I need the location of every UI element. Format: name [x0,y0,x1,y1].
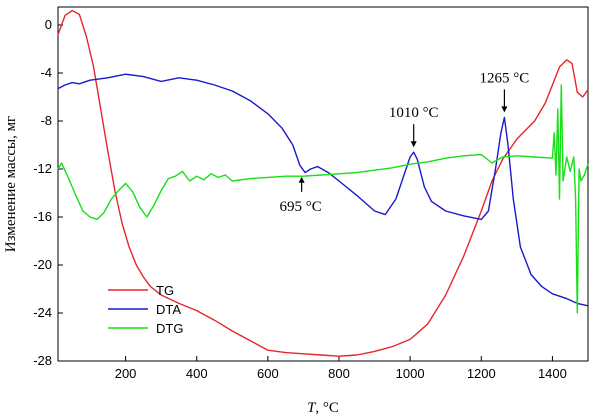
arrow-head-icon [298,176,305,183]
series-layer [57,9,589,357]
legend-label: TG [156,283,174,298]
x-tick-label: 200 [115,366,137,381]
y-tick-label: -4 [40,65,52,80]
arrow-head-icon [410,141,417,148]
y-tick-label: -20 [33,257,52,272]
legend-label: DTG [156,321,183,336]
y-tick-label: -8 [40,113,52,128]
annotations: 695 °C 1010 °C 1265 °C [280,70,530,214]
x-tick-label: 1000 [396,366,425,381]
y-tick-label: -28 [33,353,52,368]
y-tick-label: -24 [33,305,52,320]
annotation: 695 °C [280,176,322,215]
series-line-dta [57,73,589,307]
series-line-dtg [57,84,589,314]
x-tick-label: 1400 [538,366,567,381]
annotation-label: 1265 °C [480,70,530,86]
x-tick-label: 400 [186,366,208,381]
annotation-label: 1010 °C [389,105,439,121]
x-axis-ticks: 200 400 600 800 1000 1200 1400 [115,356,567,381]
series-line-tg [57,9,589,357]
legend-label: DTA [156,302,181,317]
y-axis-ticks: 0 -4 -8 -12 -16 -20 -24 -28 [33,17,63,368]
legend: TG DTA DTG [108,283,183,336]
arrow-head-icon [501,106,508,113]
y-axis-title: Изменение массы, мг [3,116,19,252]
y-tick-label: -12 [33,161,52,176]
x-tick-label: 600 [257,366,279,381]
y-tick-label: -16 [33,209,52,224]
y-tick-label: 0 [45,17,52,32]
x-axis-title: T, °C [307,400,339,416]
x-tick-label: 800 [328,366,350,381]
plot-frame [57,6,589,362]
annotation: 1265 °C [480,70,530,113]
annotation: 1010 °C [389,105,439,148]
x-tick-label: 1200 [467,366,496,381]
annotation-label: 695 °C [280,199,322,215]
